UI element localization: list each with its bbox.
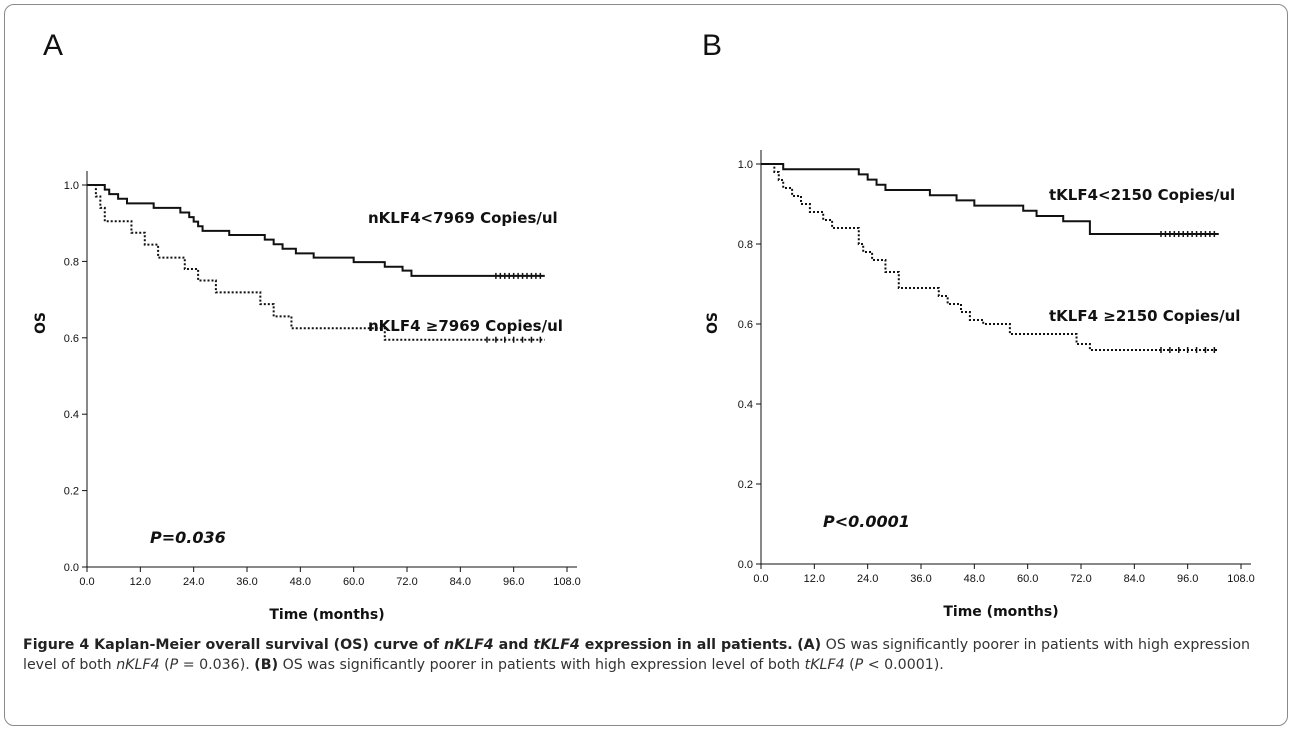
x-tick-label-b: 72.0 — [1070, 573, 1091, 585]
x-tick-label-a: 12.0 — [130, 576, 151, 588]
x-tick-label-a: 96.0 — [503, 576, 524, 588]
caption-title: Figure 4 Kaplan-Meier overall survival (… — [23, 637, 793, 653]
curve-label-a-0: nKLF4<7969 Copies/ul — [368, 209, 558, 227]
curve-label-a-1: nKLF4 ≥7969 Copies/ul — [368, 317, 563, 335]
x-axis-title-a: Time (months) — [269, 607, 384, 623]
y-tick-label-b: 0.2 — [738, 479, 753, 491]
y-tick-label-a: 0.6 — [64, 333, 79, 345]
x-tick-label-a: 48.0 — [290, 576, 311, 588]
y-tick-label-b: 0.8 — [738, 239, 753, 251]
curve-label-b-1: tKLF4 ≥2150 Copies/ul — [1049, 307, 1240, 325]
x-tick-label-b: 36.0 — [910, 573, 931, 585]
y-tick-label-a: 0.2 — [64, 486, 79, 498]
x-tick-label-a: 84.0 — [450, 576, 471, 588]
figure-frame: A B 0.0 0.2 0.4 0.6 0.8 1.0 0.0 12.0 24.0 36.0 48.… — [4, 4, 1288, 726]
x-axis-title-b: Time (months) — [943, 604, 1058, 620]
km-curve-a-1 — [87, 184, 545, 341]
panel-a-letter: A — [43, 29, 64, 62]
km-chart-b: 0.0 0.2 0.4 0.6 0.8 1.0 0.0 12.0 24.0 36.0 48.0 60.… — [705, 150, 1255, 620]
y-tick-label-b: 0.4 — [738, 399, 753, 411]
km-curve-a-0 — [87, 184, 545, 277]
x-tick-label-b: 96.0 — [1177, 573, 1198, 585]
x-tick-label-a: 36.0 — [236, 576, 257, 588]
y-tick-label-b: 0.0 — [738, 559, 753, 571]
x-tick-label-b: 0.0 — [753, 573, 768, 585]
y-tick-label-b: 1.0 — [738, 159, 753, 171]
y-tick-label-a: 0.0 — [64, 562, 79, 574]
figure-caption: Figure 4 Kaplan-Meier overall survival (… — [23, 637, 1251, 673]
x-tick-label-b: 84.0 — [1124, 573, 1145, 585]
km-curve-b-1 — [761, 163, 1219, 351]
x-tick-label-a: 0.0 — [79, 576, 94, 588]
x-tick-label-b: 12.0 — [804, 573, 825, 585]
y-tick-label-a: 1.0 — [64, 180, 79, 192]
x-tick-label-a: 72.0 — [396, 576, 417, 588]
y-tick-label-a: 0.4 — [64, 409, 79, 421]
p-value-a: P=0.036 — [150, 528, 226, 547]
x-tick-label-b: 60.0 — [1017, 573, 1038, 585]
y-tick-label-a: 0.8 — [64, 256, 79, 268]
y-tick-label-b: 0.6 — [738, 319, 753, 331]
x-tick-label-a: 108.0 — [553, 576, 581, 588]
caption-label-a: (A) — [797, 637, 822, 653]
km-chart-a: 0.0 0.2 0.4 0.6 0.8 1.0 0.0 12.0 24.0 36.0 48.0 60.… — [33, 171, 581, 623]
x-tick-label-a: 24.0 — [183, 576, 204, 588]
caption-label-b: (B) — [254, 657, 279, 673]
x-tick-label-a: 60.0 — [343, 576, 364, 588]
y-axis-title-b: OS — [705, 312, 721, 334]
x-tick-label-b: 24.0 — [857, 573, 878, 585]
x-tick-label-b: 48.0 — [964, 573, 985, 585]
x-tick-label-b: 108.0 — [1227, 573, 1255, 585]
y-axis-title-a: OS — [33, 312, 49, 334]
km-curve-b-0 — [761, 163, 1219, 235]
panel-b-letter: B — [702, 29, 723, 62]
p-value-b: P<0.0001 — [823, 512, 910, 531]
curve-label-b-0: tKLF4<2150 Copies/ul — [1049, 186, 1235, 204]
